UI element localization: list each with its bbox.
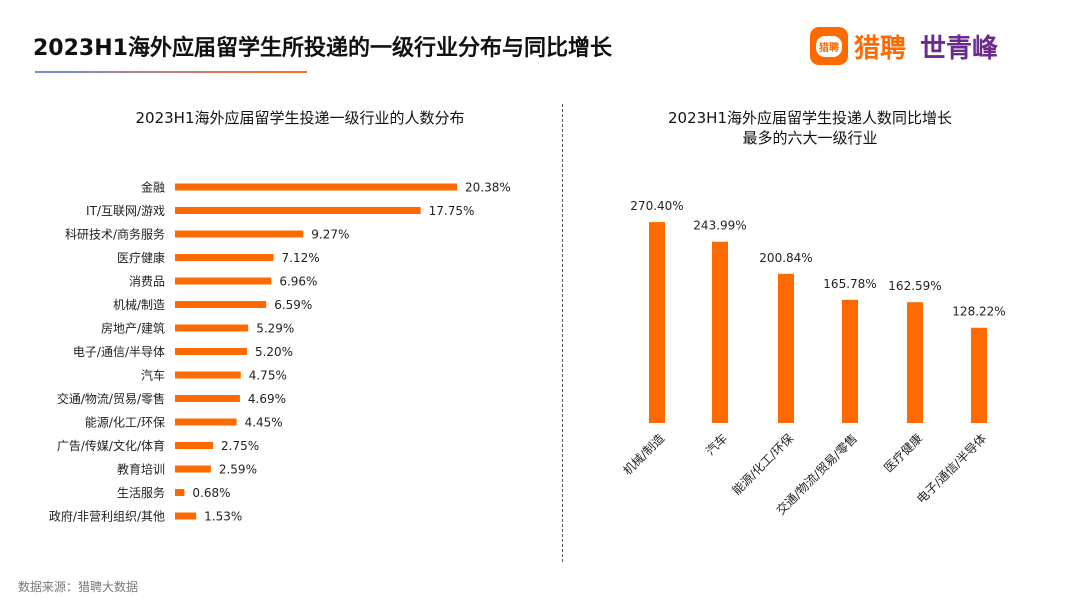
category-label: 政府/非营利组织/其他 bbox=[49, 509, 165, 524]
data-label: 0.68% bbox=[192, 486, 230, 500]
data-label: 243.99% bbox=[693, 219, 746, 233]
category-label: 机械/制造 bbox=[113, 297, 165, 312]
category-label: 电子/通信/半导体 bbox=[914, 431, 989, 506]
data-label: 1.53% bbox=[204, 510, 242, 524]
bar bbox=[175, 230, 304, 238]
category-label: 交通/物流/贸易/零售 bbox=[57, 391, 165, 406]
category-label: 医疗健康 bbox=[117, 250, 165, 265]
right-chart-title-line1: 2023H1海外应届留学生投递人数同比增长 bbox=[668, 109, 952, 127]
data-label: 200.84% bbox=[759, 251, 812, 265]
data-label: 5.20% bbox=[255, 345, 293, 359]
category-label: 消费品 bbox=[129, 275, 165, 289]
category-label: 能源/化工/环保 bbox=[730, 431, 797, 498]
bar bbox=[175, 207, 421, 214]
bar bbox=[175, 301, 267, 308]
bar bbox=[778, 273, 794, 423]
data-label: 6.96% bbox=[279, 275, 317, 289]
bar bbox=[971, 327, 987, 423]
data-source: 数据来源：猎聘大数据 bbox=[18, 580, 139, 594]
bar bbox=[907, 302, 923, 423]
partner-logo-text: 世青峰 bbox=[920, 33, 999, 64]
liepin-logo-text: 猎聘 bbox=[854, 33, 907, 64]
data-label: 2.75% bbox=[221, 439, 259, 453]
title-underline bbox=[35, 71, 307, 73]
category-label: 广告/传媒/文化/体育 bbox=[57, 438, 165, 453]
bar bbox=[175, 395, 240, 402]
bar bbox=[175, 183, 458, 191]
data-label: 162.59% bbox=[888, 279, 941, 293]
bar bbox=[175, 277, 272, 285]
bar bbox=[175, 371, 241, 379]
bar bbox=[175, 348, 247, 355]
category-label: IT/互联网/游戏 bbox=[86, 204, 165, 218]
logo: 猎聘 猎聘 世青峰 bbox=[810, 27, 998, 65]
data-label: 9.27% bbox=[311, 228, 349, 242]
category-label: 科研技术/商务服务 bbox=[65, 227, 165, 242]
liepin-icon-text: 猎聘 bbox=[816, 35, 842, 57]
data-label: 17.75% bbox=[429, 204, 475, 218]
bar bbox=[175, 442, 214, 449]
right-bar-chart: 270.40% 机械/制造 243.99% 汽车 200.84% 能源/化工/环保 165.… bbox=[620, 199, 1006, 517]
category-label: 生活服务 bbox=[117, 485, 165, 500]
bar bbox=[175, 465, 211, 473]
liepin-logo-icon: 猎聘 bbox=[810, 27, 848, 65]
bar bbox=[175, 324, 249, 332]
data-label: 6.59% bbox=[274, 298, 312, 312]
category-label: 能源/化工/环保 bbox=[85, 416, 165, 430]
data-label: 20.38% bbox=[465, 181, 511, 195]
data-label: 128.22% bbox=[952, 305, 1005, 319]
category-label: 汽车 bbox=[141, 368, 165, 383]
data-label: 2.59% bbox=[219, 463, 257, 477]
data-label: 7.12% bbox=[282, 251, 320, 265]
bar bbox=[175, 489, 185, 496]
category-label: 机械/制造 bbox=[620, 431, 667, 478]
data-label: 4.75% bbox=[249, 369, 287, 383]
bar bbox=[175, 254, 274, 261]
category-label: 金融 bbox=[141, 180, 165, 195]
category-label: 汽车 bbox=[703, 431, 731, 459]
bar bbox=[175, 418, 237, 426]
data-label: 270.40% bbox=[630, 199, 683, 213]
bar bbox=[175, 512, 197, 520]
data-label: 4.69% bbox=[248, 392, 286, 406]
category-label: 房地产/建筑 bbox=[101, 321, 165, 336]
data-label: 165.78% bbox=[823, 277, 876, 291]
category-label: 医疗健康 bbox=[881, 431, 926, 476]
divider bbox=[562, 104, 563, 562]
data-label: 4.45% bbox=[245, 416, 283, 430]
right-chart-title-line2: 最多的六大一级行业 bbox=[742, 129, 878, 147]
page-title: 2023H1海外应届留学生所投递的一级行业分布与同比增长 bbox=[33, 36, 612, 61]
right-chart-title: 2023H1海外应届留学生投递人数同比增长 最多的六大一级行业 bbox=[600, 108, 1020, 148]
bar bbox=[649, 222, 665, 423]
data-label: 5.29% bbox=[256, 322, 294, 336]
category-label: 教育培训 bbox=[117, 462, 165, 477]
left-chart-title: 2023H1海外应届留学生投递一级行业的人数分布 bbox=[135, 109, 465, 127]
left-bar-chart: 金融 20.38% IT/互联网/游戏 17.75% 科研技术/商务服务 9.27% 医疗健… bbox=[49, 180, 511, 524]
bar bbox=[712, 241, 728, 423]
bar bbox=[842, 299, 858, 423]
category-label: 电子/通信/半导体 bbox=[73, 345, 165, 359]
